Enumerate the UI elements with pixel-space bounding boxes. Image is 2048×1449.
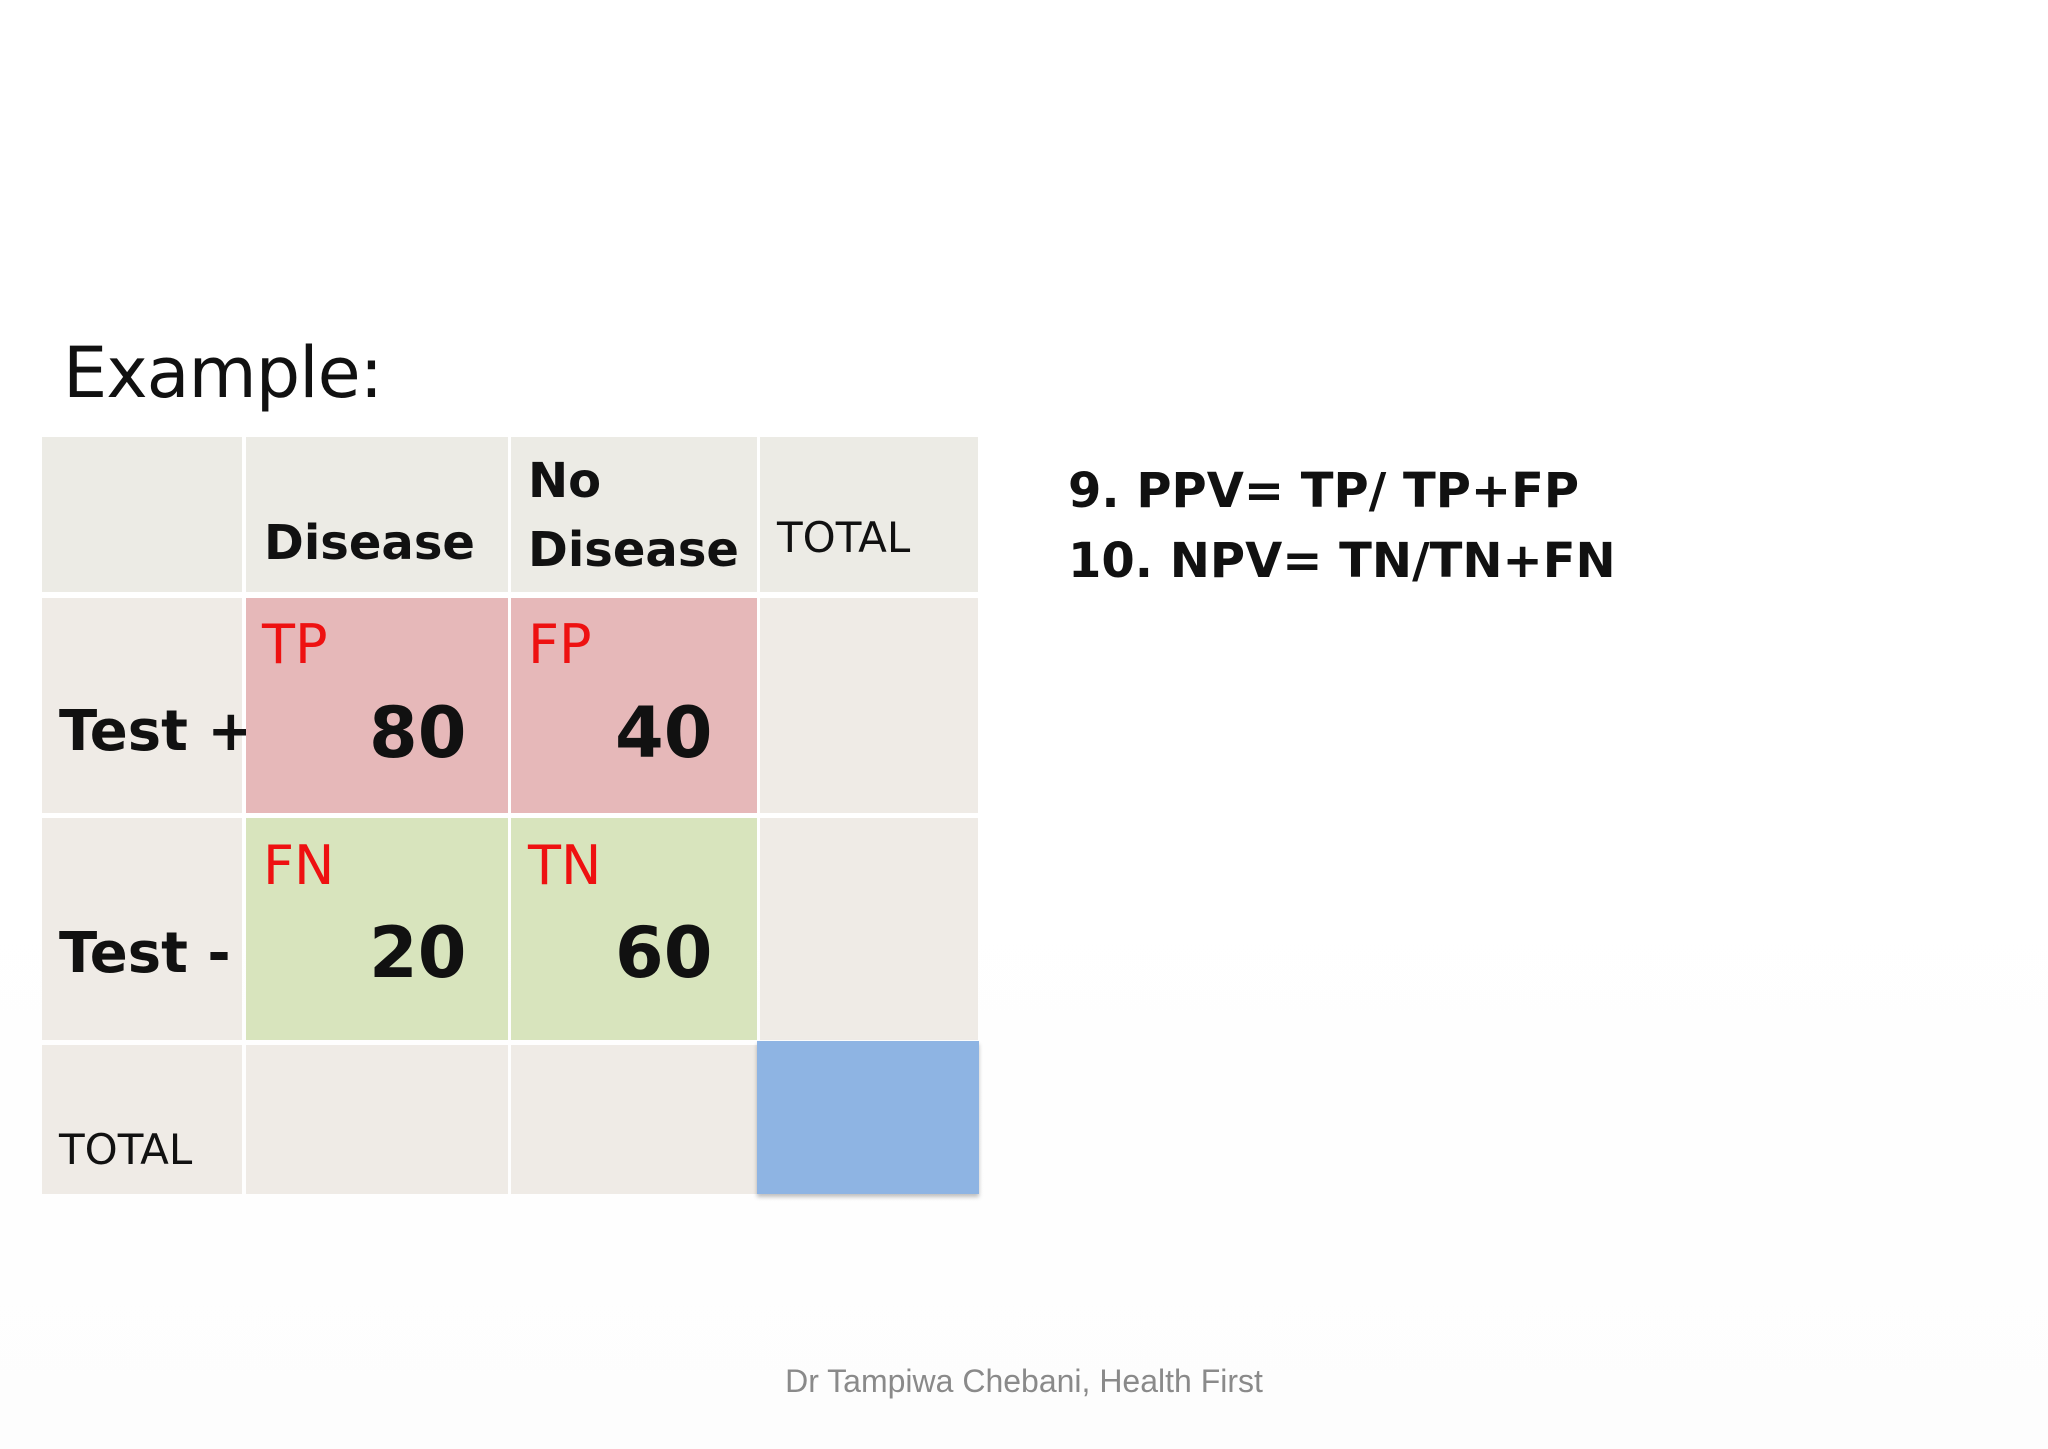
header-no-disease-cell: No Disease: [511, 437, 757, 592]
formulas-block: 9. PPV= TP/ TP+FP 10. NPV= TN/TN+FN: [1068, 456, 1616, 596]
row-total-label: TOTAL: [59, 1125, 193, 1174]
header-no-disease-line2: Disease: [528, 522, 739, 578]
header-disease-label: Disease: [264, 515, 475, 571]
row-test-negative-total-cell: [760, 818, 978, 1040]
row-test-positive-label-cell: Test +: [42, 598, 254, 813]
fn-value: 20: [369, 912, 467, 994]
slide-footer: Dr Tampiwa Chebani, Health First: [785, 1363, 1263, 1399]
cell-false-negative: FN 20: [246, 818, 508, 1040]
header-total-cell: TOTAL: [760, 437, 978, 592]
tn-label: TN: [528, 834, 602, 897]
cell-false-positive: FP 40: [511, 598, 757, 813]
fp-label: FP: [528, 613, 592, 676]
tn-value: 60: [615, 912, 713, 994]
total-disease-cell: [246, 1045, 508, 1194]
fn-label: FN: [263, 834, 335, 897]
row-total-label-cell: TOTAL: [42, 1045, 242, 1194]
tp-label: TP: [262, 613, 328, 676]
ppv-formula: 9. PPV= TP/ TP+FP: [1068, 463, 1580, 519]
header-empty-cell: [42, 437, 242, 592]
cell-true-negative: TN 60: [511, 818, 757, 1040]
row-test-positive-total-cell: [760, 598, 978, 813]
slide-title: Example:: [63, 332, 383, 414]
grand-total-cell: [757, 1041, 979, 1194]
header-disease-cell: Disease: [246, 437, 508, 592]
row-test-negative-label: Test -: [59, 921, 231, 986]
header-no-disease-line1: No: [528, 453, 602, 509]
fp-value: 40: [615, 692, 713, 774]
header-total-label: TOTAL: [777, 513, 911, 562]
cell-true-positive: TP 80: [246, 598, 508, 813]
row-test-positive-label: Test +: [59, 699, 255, 764]
row-test-negative-label-cell: Test -: [42, 818, 242, 1040]
tp-value: 80: [369, 692, 467, 774]
total-no-disease-cell: [511, 1045, 757, 1194]
npv-formula: 10. NPV= TN/TN+FN: [1068, 533, 1616, 589]
